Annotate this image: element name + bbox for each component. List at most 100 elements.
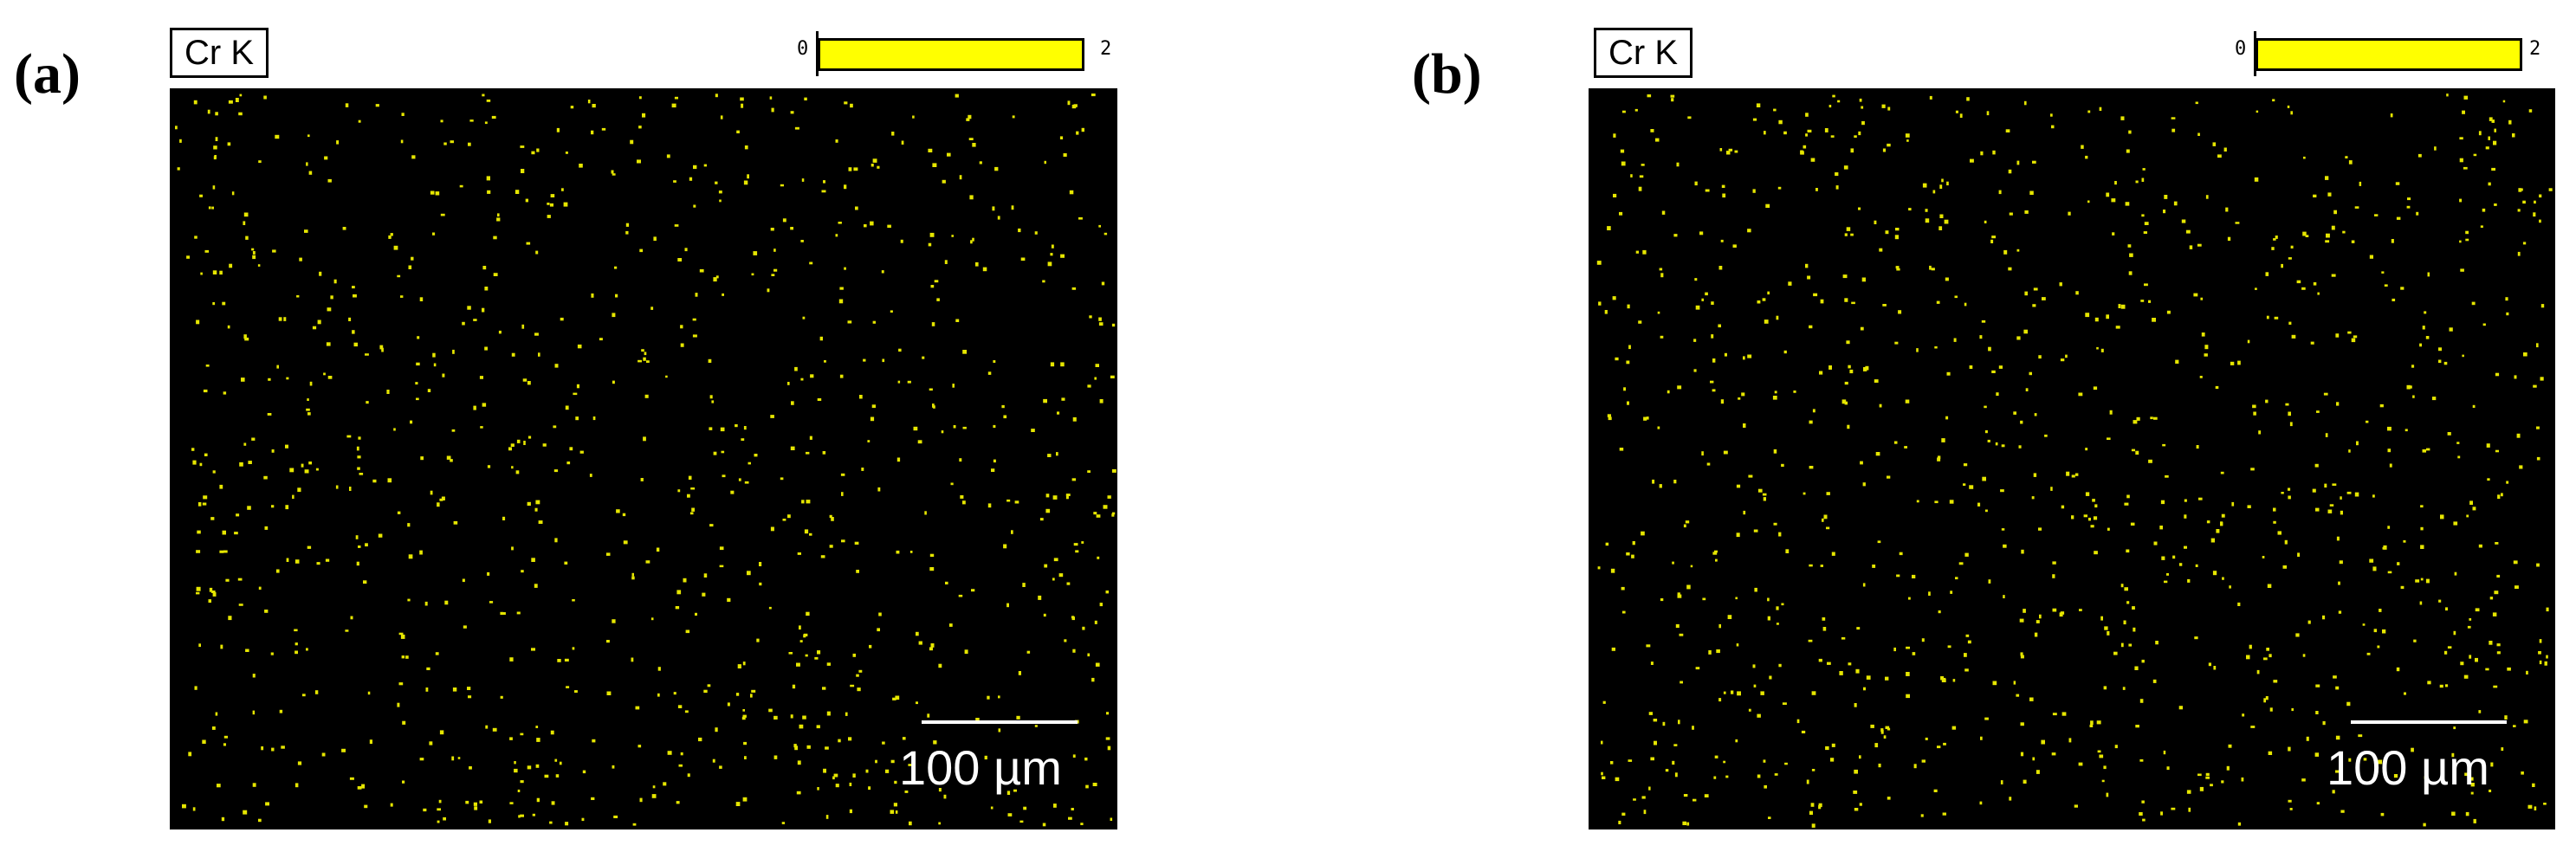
cr-signal-dot bbox=[1072, 649, 1076, 653]
cr-signal-dot bbox=[299, 257, 302, 261]
cr-signal-dot bbox=[971, 589, 975, 592]
cr-signal-dot bbox=[402, 720, 406, 725]
cr-signal-dot bbox=[294, 559, 300, 564]
cr-signal-dot bbox=[1725, 775, 1729, 778]
cr-signal-dot bbox=[2126, 494, 2130, 499]
cr-signal-dot bbox=[1939, 214, 1944, 218]
cr-signal-dot bbox=[527, 381, 531, 385]
cr-signal-dot bbox=[959, 175, 962, 180]
cr-signal-dot bbox=[366, 401, 369, 404]
cr-signal-dot bbox=[592, 104, 596, 108]
cr-signal-dot bbox=[1757, 488, 1763, 493]
cr-signal-dot bbox=[1711, 301, 1714, 305]
cr-signal-dot bbox=[363, 580, 367, 584]
cr-signal-dot bbox=[2195, 564, 2198, 567]
cr-signal-dot bbox=[1596, 261, 1602, 265]
cr-signal-dot bbox=[1094, 377, 1097, 380]
cr-signal-dot bbox=[1811, 691, 1816, 695]
cr-signal-dot bbox=[1969, 365, 1973, 369]
cr-signal-dot bbox=[683, 578, 687, 583]
cr-signal-dot bbox=[1719, 148, 1723, 152]
cr-signal-dot bbox=[1701, 451, 1704, 456]
cr-signal-dot bbox=[2469, 777, 2474, 781]
cr-signal-dot bbox=[678, 764, 683, 767]
cr-signal-dot bbox=[1704, 794, 1709, 797]
cr-signal-dot bbox=[943, 794, 947, 799]
cr-signal-dot bbox=[1597, 566, 1601, 570]
cr-signal-dot bbox=[1772, 396, 1777, 400]
cr-signal-dot bbox=[361, 784, 366, 789]
cr-signal-dot bbox=[526, 242, 531, 245]
cr-signal-dot bbox=[2197, 132, 2200, 136]
cr-signal-dot bbox=[575, 416, 579, 421]
cr-signal-dot bbox=[486, 99, 491, 102]
cr-signal-dot bbox=[1964, 302, 1967, 307]
cr-signal-dot bbox=[722, 474, 726, 478]
cr-signal-dot bbox=[451, 429, 456, 432]
cr-signal-dot bbox=[285, 505, 289, 510]
cr-signal-dot bbox=[1843, 165, 1848, 170]
cr-signal-dot bbox=[622, 513, 626, 517]
cr-signal-dot bbox=[502, 612, 506, 615]
cr-signal-dot bbox=[194, 236, 197, 239]
cr-signal-dot bbox=[258, 818, 262, 823]
cr-signal-dot bbox=[498, 330, 502, 334]
cr-signal-dot bbox=[520, 780, 524, 784]
cr-signal-dot bbox=[955, 319, 960, 322]
cr-signal-dot bbox=[1673, 234, 1678, 237]
cr-signal-dot bbox=[1848, 662, 1852, 666]
cr-signal-dot bbox=[2253, 411, 2256, 416]
cr-signal-dot bbox=[1601, 740, 1603, 745]
cr-signal-dot bbox=[674, 96, 678, 100]
cr-signal-dot bbox=[1820, 299, 1824, 304]
cr-signal-dot bbox=[2422, 326, 2425, 330]
cr-signal-dot bbox=[1655, 138, 1660, 142]
cr-signal-dot bbox=[1762, 493, 1767, 496]
cr-signal-dot bbox=[2166, 766, 2170, 771]
cr-signal-dot bbox=[497, 213, 500, 217]
cr-signal-dot bbox=[2068, 738, 2072, 743]
cr-signal-dot bbox=[892, 697, 896, 700]
cr-signal-dot bbox=[2496, 643, 2501, 647]
cr-signal-dot bbox=[2126, 549, 2130, 553]
cr-signal-dot bbox=[400, 634, 405, 639]
cr-signal-dot bbox=[2221, 513, 2225, 518]
cr-signal-dot bbox=[379, 345, 384, 350]
cr-signal-dot bbox=[2139, 812, 2143, 816]
cr-signal-dot bbox=[1809, 325, 1813, 329]
cr-signal-dot bbox=[2001, 444, 2005, 448]
cr-signal-dot bbox=[744, 481, 749, 484]
cr-signal-dot bbox=[239, 462, 243, 467]
cr-signal-dot bbox=[865, 769, 869, 773]
cr-signal-dot bbox=[589, 474, 592, 477]
cr-signal-dot bbox=[2090, 525, 2094, 528]
cr-signal-dot bbox=[2005, 129, 2010, 132]
cr-signal-dot bbox=[1753, 529, 1758, 532]
cr-signal-dot bbox=[1685, 520, 1690, 524]
cr-signal-dot bbox=[2074, 473, 2079, 476]
cr-signal-dot bbox=[2521, 771, 2524, 775]
cr-signal-dot bbox=[2439, 684, 2443, 688]
cr-signal-dot bbox=[1958, 562, 1964, 565]
cr-signal-dot bbox=[1764, 784, 1767, 789]
cr-signal-dot bbox=[1822, 518, 1824, 522]
cr-signal-dot bbox=[730, 490, 735, 494]
cr-signal-dot bbox=[509, 657, 514, 662]
cr-signal-dot bbox=[1767, 597, 1770, 602]
cr-signal-dot bbox=[840, 473, 845, 476]
cr-signal-dot bbox=[2074, 804, 2078, 808]
cr-signal-dot bbox=[941, 430, 944, 434]
cr-signal-dot bbox=[223, 743, 226, 746]
cr-signal-dot bbox=[1908, 208, 1912, 211]
cr-signal-dot bbox=[611, 170, 614, 174]
cr-signal-dot bbox=[867, 440, 871, 442]
cr-signal-dot bbox=[2329, 504, 2334, 507]
cr-signal-dot bbox=[1621, 110, 1626, 113]
cr-signal-dot bbox=[2164, 580, 2168, 584]
cr-signal-dot bbox=[576, 384, 579, 389]
cr-signal-dot bbox=[2485, 146, 2489, 150]
cr-signal-dot bbox=[2093, 386, 2098, 390]
cr-signal-dot bbox=[2020, 722, 2024, 726]
cr-signal-dot bbox=[972, 237, 974, 242]
cr-signal-dot bbox=[1092, 783, 1097, 786]
